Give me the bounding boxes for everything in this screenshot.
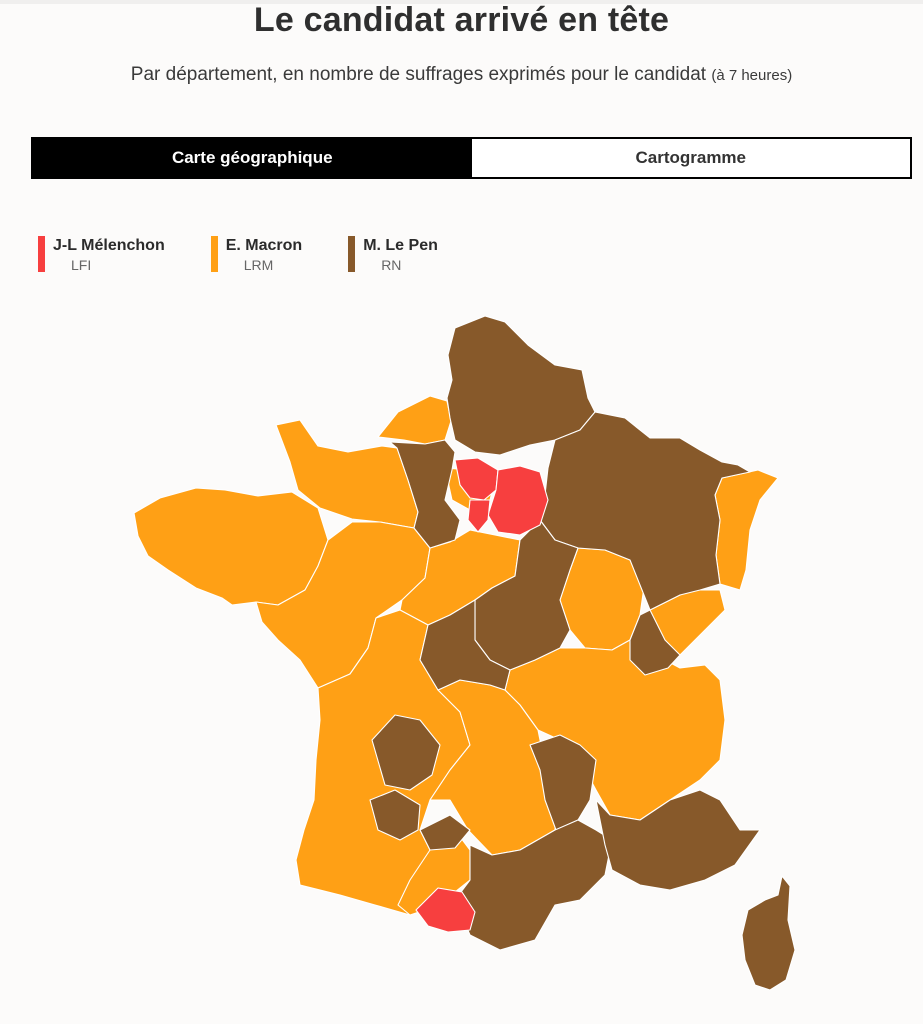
region-seine-et-marne[interactable] (487, 465, 549, 536)
region-paris-petite-couronne[interactable] (454, 457, 499, 501)
legend-swatch-lfi (38, 236, 45, 272)
region-doubs-jura[interactable] (629, 609, 681, 676)
region-tarn-et-garonne[interactable] (419, 814, 471, 851)
region-eure-sarthe[interactable] (389, 439, 461, 549)
legend-item-macron: E. Macron LRM (210, 236, 303, 274)
legend-party: LFI (71, 257, 92, 273)
region-bourgogne-nord[interactable] (474, 519, 579, 671)
tab-cartogramme[interactable]: Cartogramme (471, 139, 910, 177)
region-cher-indre-creuse[interactable] (419, 599, 511, 691)
legend-name: E. Macron (225, 237, 303, 254)
legend-swatch-rn (348, 236, 356, 272)
region-ariege[interactable] (415, 887, 476, 933)
legend-item-lepen: M. Le Pen RN (348, 236, 438, 274)
region-lozere-ardeche[interactable] (529, 734, 597, 831)
legend-name: J-L Mélenchon (53, 237, 165, 254)
legend-name: M. Le Pen (363, 237, 438, 254)
legend: J-L Mélenchon LFI E. Macron LRM M. Le Pe… (38, 236, 484, 274)
subtitle-note: (à 7 heures) (711, 67, 793, 84)
map-view-tabs: Carte géographique Cartogramme (31, 137, 912, 179)
region-normandie[interactable] (377, 395, 452, 445)
legend-item-melenchon: J-L Mélenchon LFI (38, 236, 165, 274)
subtitle-main: Par département, en nombre de suffrages … (130, 64, 707, 85)
page-subtitle: Par département, en nombre de suffrages … (0, 64, 923, 86)
legend-party: RN (381, 257, 402, 273)
region-corse[interactable] (741, 875, 796, 991)
region-dordogne[interactable] (371, 714, 441, 791)
region-lot-et-garonne[interactable] (369, 789, 421, 841)
legend-swatch-lrm (210, 236, 218, 272)
region-paca[interactable] (595, 789, 761, 891)
region-bretagne[interactable] (133, 487, 329, 606)
region-alsace[interactable] (714, 469, 779, 591)
tab-carte-geographique[interactable]: Carte géographique (33, 139, 472, 177)
region-essonne[interactable] (467, 499, 491, 533)
page-title: Le candidat arrivé en tête (253, 1, 670, 39)
legend-party: LRM (243, 257, 274, 273)
top-divider (0, 0, 923, 4)
